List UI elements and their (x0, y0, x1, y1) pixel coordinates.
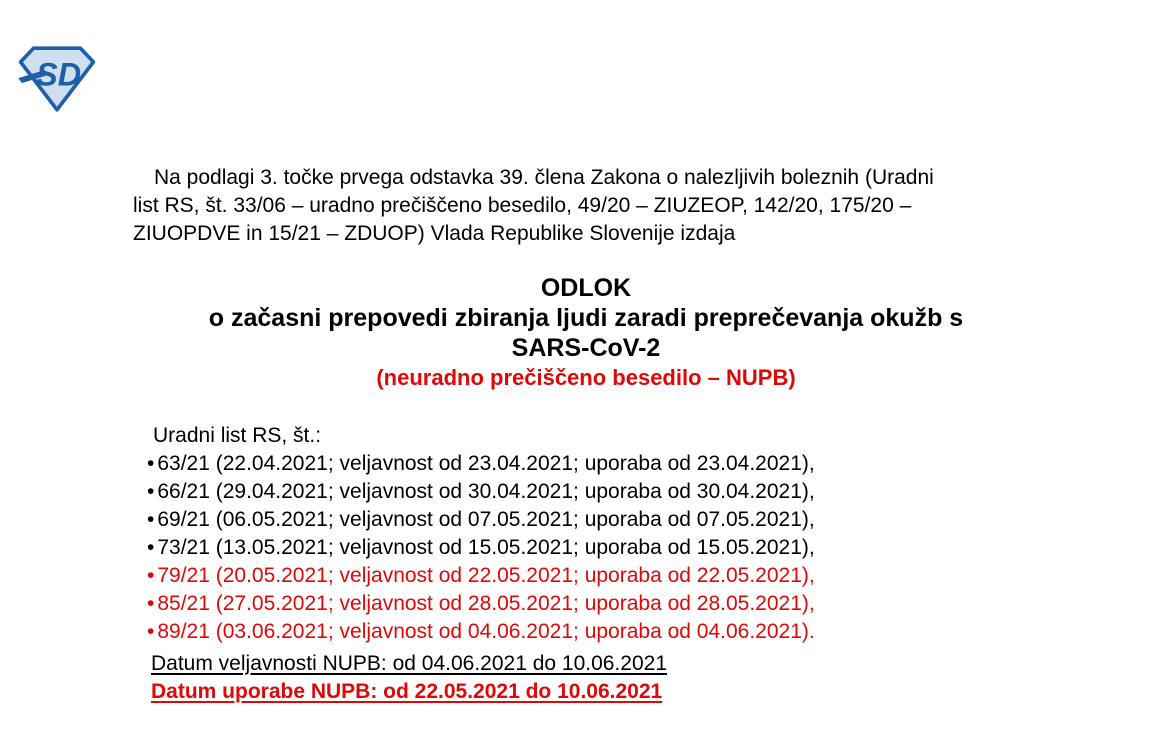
gazette-item-text: 85/21 (27.05.2021; veljavnost od 28.05.2… (157, 592, 815, 615)
sd-logo: SD (16, 45, 98, 113)
gazette-item: • 73/21 (13.05.2021; veljavnost od 15.05… (147, 534, 815, 562)
gazette-item: • 63/21 (22.04.2021; veljavnost od 23.04… (147, 450, 815, 478)
application-date-line: Datum uporabe NUPB: od 22.05.2021 do 10.… (151, 680, 663, 703)
bullet-icon: • (147, 620, 155, 643)
bullet-icon: • (147, 480, 155, 503)
gazette-item: • 89/21 (03.06.2021; veljavnost od 04.06… (147, 618, 815, 646)
bullet-icon: • (147, 452, 155, 475)
gazette-item-text: 89/21 (03.06.2021; veljavnost od 04.06.2… (157, 620, 815, 643)
validity-date-line: Datum veljavnosti NUPB: od 04.06.2021 do… (151, 652, 668, 675)
legal-basis-line: Na podlagi 3. točke prvega odstavka 39. … (154, 166, 934, 189)
gazette-item: • 66/21 (29.04.2021; veljavnost od 30.04… (147, 478, 815, 506)
bullet-icon: • (147, 564, 155, 587)
shield-icon: SD (18, 46, 96, 112)
bullet-icon: • (147, 536, 155, 559)
gazette-list: • 63/21 (22.04.2021; veljavnost od 23.04… (133, 450, 815, 646)
decree-subtitle-line1: o začasni prepovedi zbiranja ljudi zarad… (208, 304, 964, 332)
gazette-item-text: 66/21 (29.04.2021; veljavnost od 30.04.2… (157, 480, 815, 503)
logo-letters: SD (36, 56, 81, 92)
gazette-item-text: 63/21 (22.04.2021; veljavnost od 23.04.2… (157, 452, 815, 475)
legal-basis-line: ZIUOPDVE in 15/21 – ZDUOP) Vlada Republi… (133, 222, 736, 245)
gazette-item: • 85/21 (27.05.2021; veljavnost od 28.05… (147, 590, 815, 618)
logo-swoosh (18, 70, 46, 84)
decree-subtitle-line2: SARS-CoV-2 (511, 334, 661, 362)
gazette-item-text: 73/21 (13.05.2021; veljavnost od 15.05.2… (157, 536, 815, 559)
legal-basis-paragraph: Na podlagi 3. točke prvega odstavka 39. … (133, 164, 1048, 248)
decree-title: ODLOK (540, 274, 632, 302)
gazette-item: • 69/21 (06.05.2021; veljavnost od 07.05… (147, 506, 815, 534)
gazette-section: Uradni list RS, št.: • 63/21 (22.04.2021… (133, 422, 815, 646)
validity-section: Datum veljavnosti NUPB: od 04.06.2021 do… (151, 650, 667, 706)
decree-title-block: ODLOK o začasni prepovedi zbiranja ljudi… (120, 273, 1052, 392)
gazette-item-text: 69/21 (06.05.2021; veljavnost od 07.05.2… (157, 508, 815, 531)
gazette-item: • 79/21 (20.05.2021; veljavnost od 22.05… (147, 562, 815, 590)
bullet-icon: • (147, 508, 155, 531)
legal-basis-line: list RS, št. 33/06 – uradno prečiščeno b… (133, 194, 912, 217)
gazette-item-text: 79/21 (20.05.2021; veljavnost od 22.05.2… (157, 564, 815, 587)
bullet-icon: • (147, 592, 155, 615)
unofficial-text-note: (neuradno prečiščeno besedilo – NUPB) (376, 365, 796, 390)
gazette-heading: Uradni list RS, št.: (153, 424, 322, 447)
